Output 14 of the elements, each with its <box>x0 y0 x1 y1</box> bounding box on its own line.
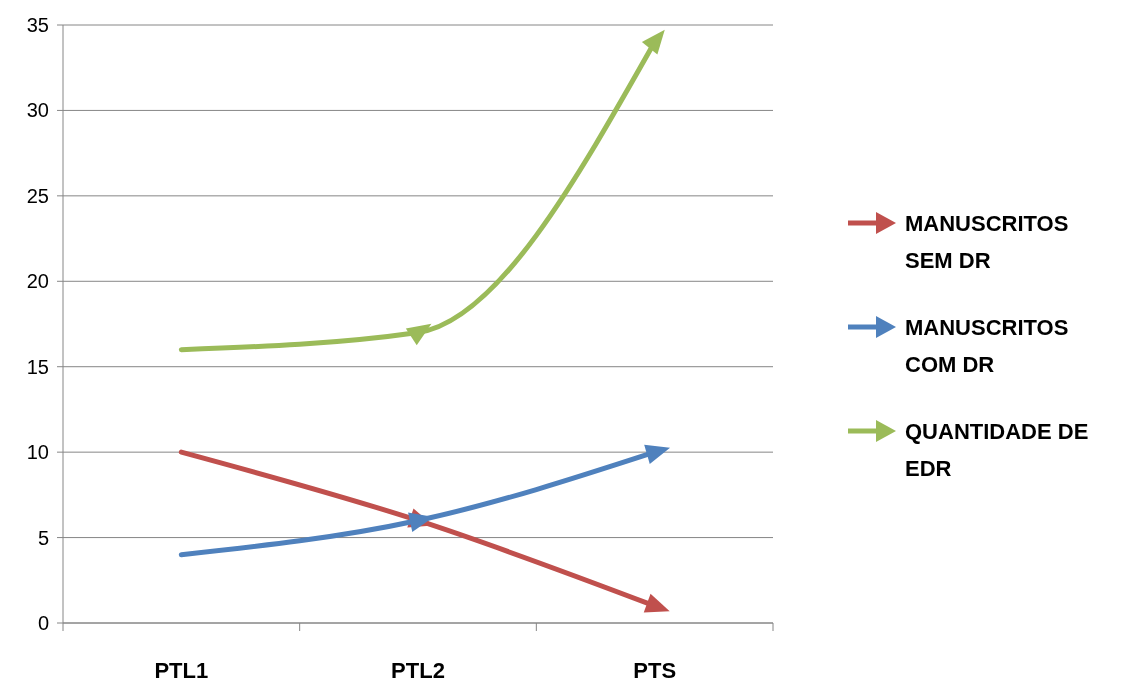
y-tick-label: 5 <box>37 526 49 549</box>
y-tick-label: 25 <box>26 184 49 207</box>
y-tick-label: 30 <box>26 99 49 122</box>
y-tick-label: 15 <box>26 355 49 378</box>
legend-label: MANUSCRITOS SEM DR <box>905 211 1069 273</box>
x-tick-label: PTS <box>633 658 677 683</box>
legend-label: MANUSCRITOS COM DR <box>905 315 1069 377</box>
legend-label: QUANTIDADE DE EDR <box>905 419 1089 481</box>
y-tick-label: 35 <box>26 14 49 36</box>
y-tick-label: 10 <box>26 441 49 464</box>
y-tick-label: 20 <box>26 270 49 293</box>
x-tick-label: PTL1 <box>154 658 209 683</box>
x-tick-label: PTL2 <box>391 658 445 683</box>
y-tick-label: 0 <box>37 612 49 634</box>
